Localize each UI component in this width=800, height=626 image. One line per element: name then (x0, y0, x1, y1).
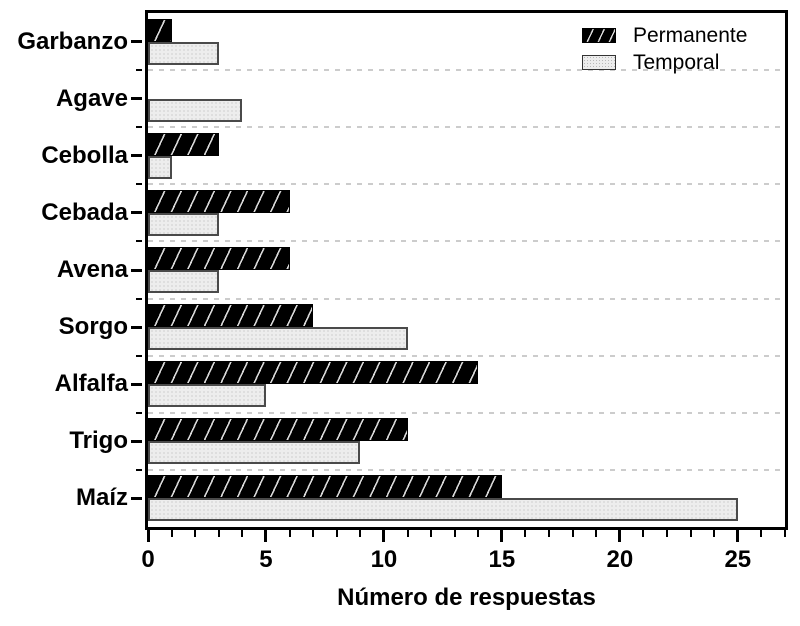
bar-permanente-avena (148, 247, 290, 270)
y-major-tick (131, 154, 142, 158)
bar-temporal-cebolla (148, 155, 172, 179)
x-major-tick (382, 530, 386, 542)
legend-label-permanente: Permanente (633, 23, 748, 47)
x-major-tick (146, 530, 150, 542)
y-major-tick (131, 268, 142, 272)
bar-permanente-cebada (148, 189, 290, 213)
x-minor-tick (453, 530, 456, 537)
bar-permanente-cebolla (148, 132, 219, 156)
plot-area: Permanente Temporal (145, 10, 788, 530)
bar-temporal-alfalfa (148, 384, 266, 408)
x-axis-ticklabel-10: 10 (370, 546, 398, 573)
x-minor-tick (335, 530, 338, 537)
bar-permanente-garbanzo (148, 18, 172, 42)
y-axis-label-avena: Avena (56, 256, 128, 283)
bar-temporal-avena (148, 270, 219, 293)
x-axis-ticklabel-20: 20 (606, 546, 634, 573)
x-minor-tick (524, 530, 527, 537)
y-major-tick (131, 382, 142, 386)
y-major-tick (131, 496, 142, 500)
y-axis-label-cebolla: Cebolla (41, 141, 128, 169)
legend-swatch-permanente-icon (582, 28, 616, 43)
x-minor-tick (666, 530, 669, 537)
bar-permanente-maíz (148, 475, 502, 499)
legend-label-temporal: Temporal (633, 50, 720, 74)
y-minor-tick (136, 126, 142, 129)
x-major-tick (736, 530, 740, 542)
x-minor-tick (194, 530, 197, 537)
y-major-tick (131, 97, 142, 101)
y-minor-tick (136, 468, 142, 471)
legend-swatch-temporal-icon (582, 55, 616, 70)
x-minor-tick (406, 530, 409, 537)
x-minor-tick (548, 530, 551, 537)
bar-temporal-sorgo (148, 327, 408, 351)
x-minor-tick (288, 530, 291, 537)
x-minor-tick (312, 530, 315, 537)
legend-entry-permanente: Permanente (582, 22, 747, 49)
y-axis-label-garbanzo: Garbanzo (17, 27, 128, 55)
x-minor-tick (713, 530, 716, 537)
x-axis-ticklabel-15: 15 (488, 546, 516, 573)
x-major-tick (500, 530, 504, 542)
x-major-tick (264, 530, 268, 542)
x-minor-tick (217, 530, 220, 537)
y-minor-tick (136, 411, 142, 414)
x-minor-tick (784, 530, 786, 537)
y-major-tick (131, 211, 142, 215)
category-gridline (148, 354, 785, 357)
x-axis-title: Número de respuestas (337, 584, 596, 611)
x-minor-tick (430, 530, 433, 537)
x-minor-tick (170, 530, 173, 537)
bar-permanente-alfalfa (148, 361, 479, 385)
category-gridline (148, 468, 785, 471)
y-minor-tick (136, 183, 142, 186)
category-gridline (148, 411, 785, 414)
legend-entry-temporal: Temporal (582, 49, 747, 76)
bar-permanente-sorgo (148, 304, 314, 328)
x-minor-tick (477, 530, 480, 537)
y-minor-tick (136, 297, 142, 300)
category-gridline (148, 297, 785, 300)
x-minor-tick (595, 530, 598, 537)
y-major-tick (131, 439, 142, 443)
bar-temporal-maíz (148, 498, 738, 522)
y-axis-label-alfalfa: Alfalfa (54, 370, 128, 398)
bar-temporal-cebada (148, 212, 219, 236)
y-axis-label-cebada: Cebada (41, 198, 128, 226)
y-minor-tick (136, 69, 142, 72)
x-axis-ticklabel-0: 0 (141, 546, 155, 573)
category-gridline (148, 69, 785, 72)
x-minor-tick (689, 530, 692, 537)
y-major-tick (131, 40, 142, 44)
x-minor-tick (642, 530, 645, 537)
legend: Permanente Temporal (582, 22, 747, 76)
x-minor-tick (571, 530, 574, 537)
x-axis-ticklabel-25: 25 (724, 546, 752, 573)
x-minor-tick (760, 530, 763, 537)
y-axis-label-agave: Agave (55, 84, 128, 112)
x-minor-tick (241, 530, 244, 537)
bar-temporal-trigo (148, 441, 361, 465)
x-axis-ticklabel-5: 5 (259, 546, 273, 573)
y-axis-label-maíz: Maíz (75, 484, 128, 512)
bar-permanente-trigo (148, 418, 408, 442)
category-gridline (148, 183, 785, 186)
category-gridline (148, 126, 785, 129)
bar-temporal-garbanzo (148, 41, 219, 65)
y-axis-label-sorgo: Sorgo (58, 313, 128, 341)
y-minor-tick (136, 354, 142, 357)
y-minor-tick (136, 240, 142, 243)
y-axis-label-trigo: Trigo (69, 427, 128, 455)
x-minor-tick (359, 530, 362, 537)
y-major-tick (131, 325, 142, 329)
bar-temporal-agave (148, 98, 243, 122)
x-major-tick (618, 530, 622, 542)
category-gridline (148, 240, 785, 243)
